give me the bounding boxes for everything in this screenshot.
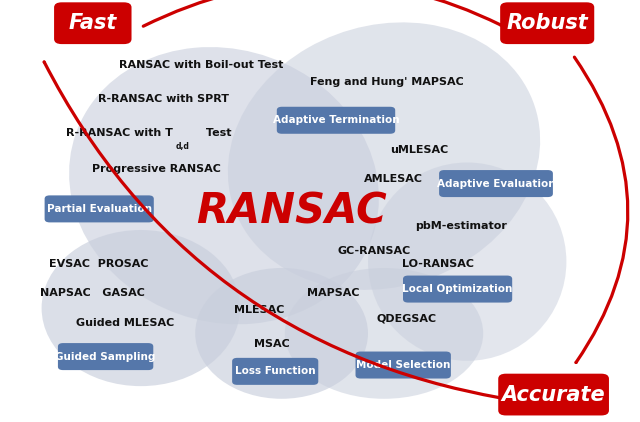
FancyBboxPatch shape: [403, 276, 512, 303]
Text: Accurate: Accurate: [502, 384, 605, 405]
Ellipse shape: [368, 162, 566, 361]
FancyArrowPatch shape: [574, 57, 628, 362]
Text: GC-RANSAC: GC-RANSAC: [338, 246, 411, 256]
Text: uMLESAC: uMLESAC: [390, 145, 449, 155]
Text: MSAC: MSAC: [254, 339, 290, 349]
Ellipse shape: [285, 268, 483, 399]
FancyBboxPatch shape: [356, 352, 451, 379]
Text: Progressive RANSAC: Progressive RANSAC: [92, 164, 221, 174]
Text: R-RANSAC with SPRT: R-RANSAC with SPRT: [98, 94, 228, 104]
FancyBboxPatch shape: [54, 2, 132, 44]
Text: AMLESAC: AMLESAC: [364, 174, 423, 184]
Text: Guided MLESAC: Guided MLESAC: [76, 318, 174, 328]
FancyBboxPatch shape: [232, 358, 318, 385]
Text: Model Selection: Model Selection: [356, 360, 451, 370]
FancyArrowPatch shape: [44, 62, 503, 398]
Text: MAPSAC: MAPSAC: [307, 288, 359, 298]
Text: Adaptive Termination: Adaptive Termination: [273, 115, 399, 125]
FancyBboxPatch shape: [277, 107, 395, 134]
Text: Robust: Robust: [506, 13, 588, 33]
Ellipse shape: [228, 22, 540, 290]
Text: MLESAC: MLESAC: [234, 305, 284, 315]
Text: Local Optimization: Local Optimization: [403, 284, 513, 294]
Text: R-RANSAC with T: R-RANSAC with T: [66, 128, 173, 138]
Text: Adaptive Evaluation: Adaptive Evaluation: [436, 179, 556, 189]
Text: Fast: Fast: [68, 13, 117, 33]
Text: NAPSAC   GASAC: NAPSAC GASAC: [40, 288, 145, 298]
Ellipse shape: [42, 230, 240, 386]
FancyBboxPatch shape: [499, 374, 609, 415]
Text: Loss Function: Loss Function: [235, 366, 316, 376]
Text: QDEGSAC: QDEGSAC: [376, 314, 436, 324]
Text: RANSAC: RANSAC: [196, 190, 387, 232]
Text: RANSAC with Boil-out Test: RANSAC with Boil-out Test: [120, 60, 284, 70]
Text: EVSAC  PROSAC: EVSAC PROSAC: [49, 259, 149, 269]
FancyBboxPatch shape: [439, 170, 553, 197]
Ellipse shape: [69, 47, 379, 324]
Ellipse shape: [195, 268, 368, 399]
Text: Partial Evaluation: Partial Evaluation: [47, 204, 152, 214]
FancyBboxPatch shape: [500, 2, 595, 44]
Text: LO-RANSAC: LO-RANSAC: [403, 259, 474, 269]
Text: pbM-estimator: pbM-estimator: [415, 221, 507, 231]
Text: Guided Sampling: Guided Sampling: [56, 352, 156, 362]
FancyBboxPatch shape: [45, 195, 154, 222]
FancyBboxPatch shape: [58, 343, 154, 370]
FancyArrowPatch shape: [143, 0, 500, 26]
Text: d,d: d,d: [176, 142, 190, 151]
Text: Feng and Hung' MAPSAC: Feng and Hung' MAPSAC: [310, 77, 464, 87]
Text: Test: Test: [202, 128, 231, 138]
